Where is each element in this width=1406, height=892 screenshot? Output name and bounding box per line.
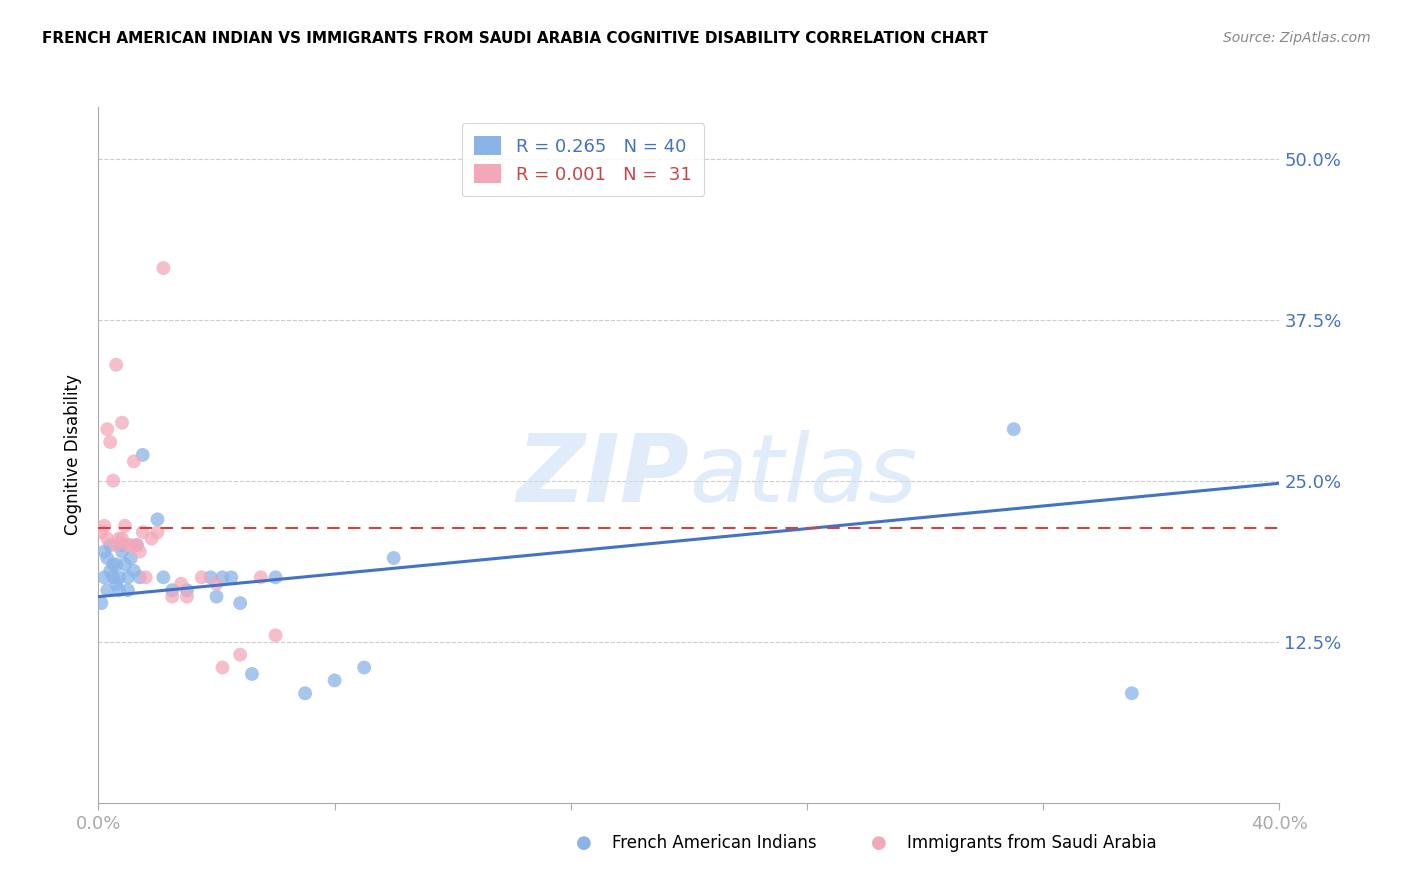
Point: [105, 538, 128, 552]
Point: [103, 558, 125, 572]
Point: [108, 583, 131, 598]
Legend: R = 0.265   N = 40, R = 0.001   N =  31: R = 0.265 N = 40, R = 0.001 N = 31: [461, 123, 704, 196]
Point: [125, 538, 148, 552]
Point: [96, 583, 118, 598]
Point: [132, 525, 155, 540]
Point: [264, 570, 287, 584]
Point: [176, 583, 198, 598]
Point: [264, 628, 287, 642]
Point: [176, 590, 198, 604]
Point: [152, 261, 174, 276]
Point: [170, 576, 193, 591]
Point: [117, 538, 139, 552]
Text: atlas: atlas: [689, 430, 917, 521]
Point: [1121, 686, 1143, 700]
Point: [205, 576, 228, 591]
Text: Source: ZipAtlas.com: Source: ZipAtlas.com: [1223, 31, 1371, 45]
Point: [111, 532, 134, 546]
Point: [111, 538, 134, 552]
Point: [229, 596, 252, 610]
Point: [294, 686, 316, 700]
Point: [98, 538, 121, 552]
Point: [108, 532, 131, 546]
Point: [117, 570, 139, 584]
Point: [382, 551, 405, 566]
Point: [146, 525, 169, 540]
Point: [146, 512, 169, 526]
Text: ●: ●: [870, 834, 887, 852]
Point: [128, 570, 150, 584]
Point: [240, 667, 263, 681]
Point: [108, 570, 131, 584]
Point: [122, 454, 145, 468]
Y-axis label: Cognitive Disability: Cognitive Disability: [65, 375, 83, 535]
Point: [353, 660, 375, 674]
Point: [98, 435, 121, 450]
Text: FRENCH AMERICAN INDIAN VS IMMIGRANTS FROM SAUDI ARABIA COGNITIVE DISABILITY CORR: FRENCH AMERICAN INDIAN VS IMMIGRANTS FRO…: [42, 31, 988, 46]
Point: [200, 570, 222, 584]
Point: [96, 422, 118, 436]
Text: ●: ●: [575, 834, 592, 852]
Point: [93, 518, 115, 533]
Point: [128, 544, 150, 558]
Point: [211, 660, 233, 674]
Point: [90, 596, 112, 610]
Point: [93, 570, 115, 584]
Point: [103, 570, 125, 584]
Point: [250, 570, 273, 584]
Point: [162, 583, 183, 598]
Point: [152, 570, 174, 584]
Point: [191, 570, 214, 584]
Point: [120, 551, 142, 566]
Point: [141, 532, 163, 546]
Point: [111, 544, 134, 558]
Point: [132, 448, 155, 462]
Point: [162, 590, 183, 604]
Point: [105, 358, 128, 372]
Point: [323, 673, 346, 688]
Point: [117, 583, 139, 598]
Point: [219, 570, 242, 584]
Point: [90, 525, 112, 540]
Point: [1002, 422, 1025, 436]
Point: [125, 538, 148, 552]
Point: [205, 590, 228, 604]
Point: [114, 558, 136, 572]
Point: [96, 532, 118, 546]
Point: [93, 544, 115, 558]
Text: French American Indians: French American Indians: [612, 834, 817, 852]
Text: Immigrants from Saudi Arabia: Immigrants from Saudi Arabia: [907, 834, 1157, 852]
Point: [120, 538, 142, 552]
Point: [111, 416, 134, 430]
Point: [229, 648, 252, 662]
Point: [96, 551, 118, 566]
Point: [122, 564, 145, 578]
Point: [105, 576, 128, 591]
Point: [211, 570, 233, 584]
Point: [135, 570, 157, 584]
Point: [105, 558, 128, 572]
Point: [98, 564, 121, 578]
Text: ZIP: ZIP: [516, 430, 689, 522]
Point: [114, 518, 136, 533]
Point: [103, 474, 125, 488]
